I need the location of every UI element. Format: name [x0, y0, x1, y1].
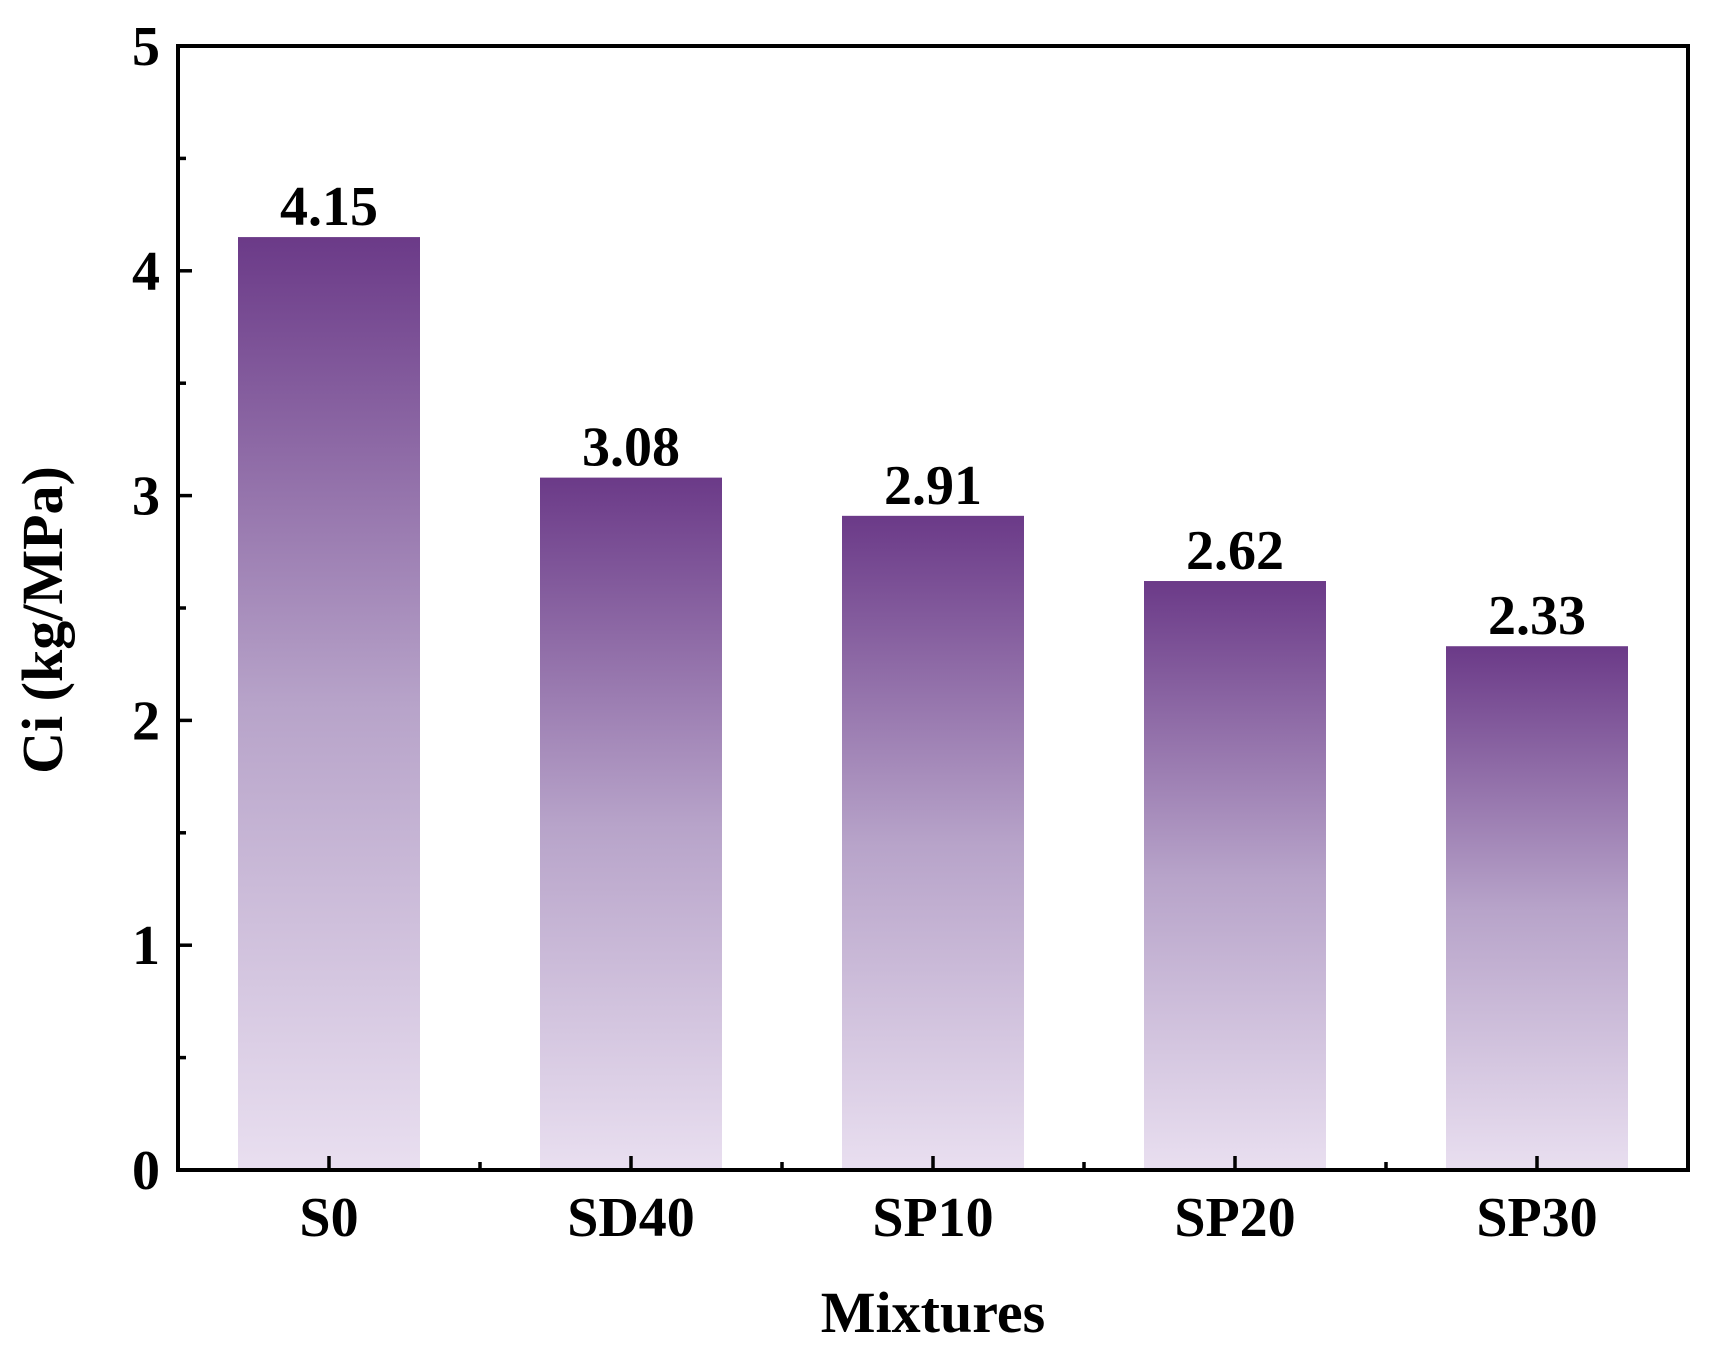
data-label-s0: 4.15	[280, 176, 378, 238]
y-tick-label-3: 3	[132, 466, 160, 528]
x-axis-ticks: S0 SD40 SP10 SP20 SP30	[299, 1156, 1598, 1249]
x-tick-label-sd40: SD40	[567, 1187, 695, 1249]
y-axis-title: Ci (kg/MPa)	[10, 466, 75, 774]
y-tick-label-4: 4	[132, 241, 160, 303]
y-tick-label-5: 5	[132, 16, 160, 78]
bar-s0	[238, 237, 420, 1170]
data-label-sd40: 3.08	[582, 417, 680, 479]
x-tick-label-sp20: SP20	[1174, 1187, 1295, 1249]
x-tick-label-sp10: SP10	[872, 1187, 993, 1249]
x-tick-label-s0: S0	[299, 1187, 358, 1249]
y-tick-label-0: 0	[132, 1140, 160, 1202]
data-label-sp20: 2.62	[1186, 520, 1284, 582]
bar-sd40	[540, 477, 722, 1171]
bar-sp30	[1446, 646, 1628, 1170]
y-axis-ticks: 0 1 2 3 4 5	[132, 16, 192, 1202]
x-tick-label-sp30: SP30	[1476, 1187, 1597, 1249]
y-tick-label-1: 1	[132, 915, 160, 977]
y-tick-label-2: 2	[132, 690, 160, 752]
bars-layer	[238, 237, 1628, 1171]
data-labels-layer: 4.15 3.08 2.91 2.62 2.33	[280, 176, 1586, 647]
data-label-sp10: 2.91	[884, 455, 982, 517]
bar-sp10	[842, 515, 1024, 1170]
bar-sp20	[1144, 581, 1326, 1170]
data-label-sp30: 2.33	[1488, 585, 1586, 647]
x-axis-title: Mixtures	[821, 1280, 1045, 1345]
